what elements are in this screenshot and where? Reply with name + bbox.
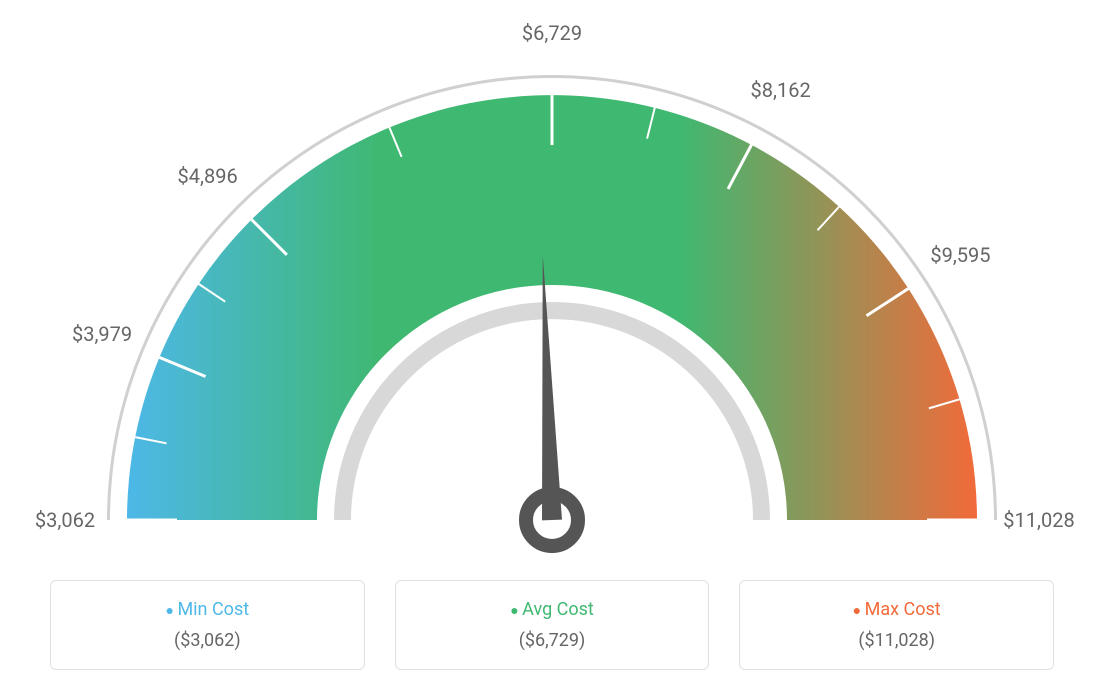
- summary-cards: Min Cost ($3,062) Avg Cost ($6,729) Max …: [50, 580, 1054, 670]
- max-cost-card: Max Cost ($11,028): [739, 580, 1054, 670]
- gauge-tick-label: $3,979: [72, 322, 132, 346]
- max-cost-title: Max Cost: [764, 599, 1029, 620]
- gauge-tick-label: $3,062: [35, 508, 95, 532]
- max-cost-value: ($11,028): [764, 630, 1029, 651]
- min-cost-card: Min Cost ($3,062): [50, 580, 365, 670]
- gauge-tick-label: $4,896: [178, 164, 238, 188]
- min-cost-title: Min Cost: [75, 599, 340, 620]
- min-cost-value: ($3,062): [75, 630, 340, 651]
- avg-cost-value: ($6,729): [420, 630, 685, 651]
- avg-cost-title: Avg Cost: [420, 599, 685, 620]
- avg-cost-card: Avg Cost ($6,729): [395, 580, 710, 670]
- gauge-svg: [0, 0, 1104, 560]
- gauge-tick-label: $9,595: [930, 243, 990, 267]
- gauge-chart: $3,062 $3,979 $4,896 $6,729 $8,162 $9,595 $11,…: [0, 0, 1104, 560]
- gauge-tick-label: $6,729: [522, 21, 582, 45]
- gauge-tick-label: $8,162: [751, 78, 811, 102]
- gauge-tick-label: $11,028: [1003, 508, 1074, 532]
